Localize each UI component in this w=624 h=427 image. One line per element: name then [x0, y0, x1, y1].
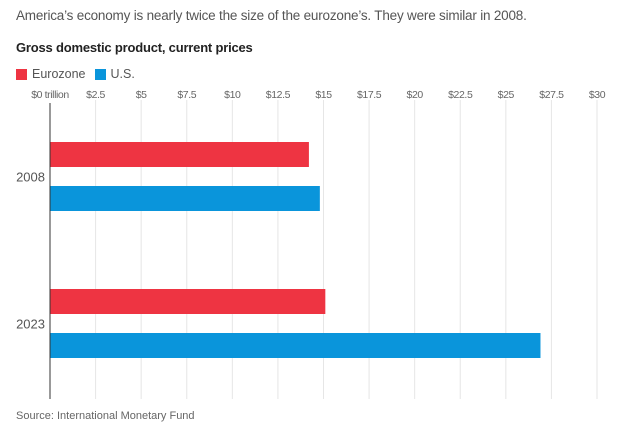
legend-label-us: U.S.: [110, 67, 135, 81]
x-tick-label: $25: [498, 89, 515, 101]
bar-us-2008: [50, 186, 320, 211]
x-tick-label: $22.5: [448, 89, 473, 101]
x-tick-label: $15: [315, 89, 332, 101]
chart-subtitle: America’s economy is nearly twice the si…: [16, 8, 527, 23]
x-tick-label: $17.5: [357, 89, 382, 101]
legend-label-eurozone: Eurozone: [32, 67, 86, 81]
source-note: Source: International Monetary Fund: [16, 410, 195, 422]
legend-item-us: U.S.: [94, 67, 135, 81]
legend-swatch-us: [94, 68, 106, 80]
bar-us-2023: [50, 333, 541, 358]
bar-eurozone-2008: [50, 142, 309, 167]
bar-eurozone-2023: [50, 289, 326, 314]
category-label-2008: 2008: [16, 170, 45, 185]
category-label-2023: 2023: [16, 317, 45, 332]
x-tick-label: $30: [589, 89, 606, 101]
x-tick-label: $20: [407, 89, 424, 101]
x-tick-label: $10: [224, 89, 241, 101]
category-labels: 2008 2023: [16, 170, 45, 332]
x-tick-labels: $0 trillion $2.5 $5 $7.5 $10 $12.5 $15 $17.5 $20…: [31, 89, 606, 101]
legend: Eurozone U.S.: [16, 67, 144, 81]
x-tick-label: $27.5: [539, 89, 564, 101]
legend-item-eurozone: Eurozone: [16, 67, 86, 81]
bars: [50, 142, 541, 358]
x-tick-label: $12.5: [266, 89, 291, 101]
x-tick-label: $5: [136, 89, 147, 101]
x-tick-label: $2.5: [86, 89, 105, 101]
x-tick-label: $7.5: [177, 89, 196, 101]
x-tick-label: $0 trillion: [31, 89, 69, 101]
chart-title: Gross domestic product, current prices: [16, 40, 253, 55]
legend-swatch-eurozone: [16, 68, 27, 80]
